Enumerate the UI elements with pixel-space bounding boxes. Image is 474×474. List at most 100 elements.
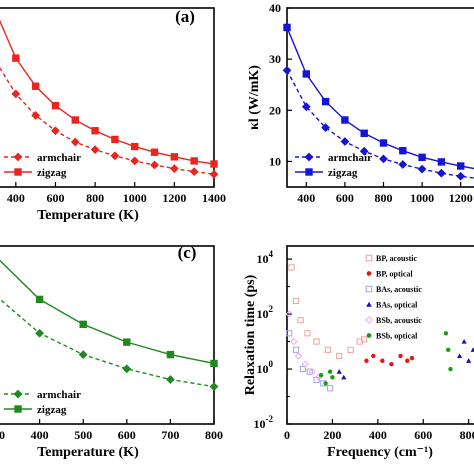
legend-marker	[14, 168, 22, 176]
data-point-zigzag	[321, 97, 330, 106]
data-point-BP-optical	[409, 355, 415, 361]
data-point-armchair	[209, 169, 219, 179]
data-point-zigzag	[190, 157, 198, 165]
x-tick-label: 800	[86, 191, 104, 205]
data-point-BP-acoustic	[361, 336, 368, 343]
legend-label: armchair	[328, 152, 372, 164]
data-point-BAs-acoustic	[327, 385, 334, 392]
legend-marker	[13, 152, 23, 162]
data-point-armchair	[78, 350, 88, 359]
data-point-armchair	[150, 160, 159, 170]
data-point-BP-optical	[398, 353, 403, 359]
data-point-BP-acoustic	[313, 338, 320, 345]
data-point-zigzag	[166, 350, 175, 359]
panel-label: (c)	[178, 243, 197, 262]
y-axis-label: Relaxation time (ps)	[243, 274, 258, 395]
legend-marker	[365, 316, 373, 324]
legend: armchair zigzag	[4, 389, 81, 416]
data-point-armchair	[321, 123, 330, 133]
y-tick-base: 10	[257, 252, 269, 266]
data-point-armchair	[122, 364, 132, 374]
data-point-armchair	[282, 66, 292, 75]
data-point-zigzag	[111, 135, 119, 144]
data-point-BAs-optical	[341, 374, 347, 380]
legend-label: BAs, optical	[376, 301, 418, 310]
legend: BP, acoustic BP, optical BAs, acoustic BAs,…	[365, 254, 422, 341]
data-point-armchair	[11, 89, 21, 99]
data-point-BSb-optical	[448, 366, 453, 372]
data-point-zigzag	[379, 139, 388, 147]
data-point-zigzag	[418, 153, 426, 162]
data-point-zigzag	[210, 359, 218, 368]
legend-marker	[365, 254, 373, 262]
data-point-zigzag	[457, 162, 465, 170]
data-point-BAs-acoustic	[299, 365, 306, 373]
legend: armchair zigzag	[295, 152, 372, 179]
data-point-BAs-acoustic	[306, 368, 313, 375]
data-point-armchair	[110, 151, 120, 161]
x-tick-label: 500	[74, 428, 92, 442]
legend-marker	[305, 168, 313, 176]
data-point-armchair	[359, 146, 369, 156]
data-point-BP-optical	[371, 353, 376, 359]
x-tick-label: 1000	[123, 191, 147, 205]
data-point-armchair	[169, 164, 179, 173]
x-tick-label: 800	[205, 428, 223, 442]
legend-marker	[365, 285, 373, 293]
x-tick-label: 600	[46, 191, 64, 205]
y-tick-label: 104	[257, 249, 274, 266]
y-tick-label: 102	[257, 304, 274, 321]
panel-label: (a)	[175, 7, 195, 26]
data-point-BP-acoustic	[347, 346, 354, 353]
legend-label: BSb, optical	[376, 332, 418, 341]
data-point-armchair	[417, 164, 427, 174]
data-point-BSb-acoustic	[290, 337, 298, 346]
data-point-zigzag	[51, 101, 60, 110]
data-point-armchair	[437, 168, 446, 178]
x-tick-label: 1000	[410, 191, 434, 205]
legend-marker	[304, 152, 314, 162]
x-tick-label: 400	[7, 191, 25, 205]
y-tick-label: 40	[269, 1, 281, 15]
y-tick-exponent: -2	[266, 414, 274, 424]
data-point-armchair	[340, 137, 350, 146]
x-tick-label: 700	[161, 428, 179, 442]
data-point-BAs-optical	[470, 347, 474, 352]
data-point-BAs-optical	[336, 369, 342, 374]
data-point-zigzag	[79, 320, 87, 329]
data-point-zigzag	[31, 82, 40, 90]
plot-frame	[0, 7, 215, 188]
y-tick-label: 10	[269, 154, 281, 168]
x-tick-label: 800	[460, 428, 474, 442]
data-point-zigzag	[210, 160, 218, 168]
data-point-armchair	[51, 126, 60, 136]
data-point-BSb-optical	[446, 347, 451, 353]
panel-2: 300 400 500 600 700 800 Temperature (K) (c) armc…	[0, 243, 223, 460]
x-tick-label: 1400	[202, 191, 226, 205]
legend-marker	[14, 405, 22, 413]
data-point-zigzag	[150, 148, 159, 156]
y-axis-label: κl (W/mK)	[247, 65, 262, 130]
data-point-BP-acoustic	[304, 330, 311, 337]
y-tick-exponent: 0	[269, 359, 274, 369]
legend-marker	[366, 333, 372, 338]
data-point-BSb-acoustic	[301, 360, 309, 368]
data-point-armchair	[189, 167, 199, 177]
series-line-armchair	[0, 66, 215, 175]
legend-label: BAs, acoustic	[376, 285, 422, 294]
data-point-BSb-optical	[327, 369, 333, 374]
x-axis-label: Frequency (cm⁻¹)	[327, 445, 433, 460]
x-tick-label: 400	[297, 191, 315, 205]
data-point-zigzag	[360, 129, 368, 138]
data-point-BSb-acoustic	[294, 352, 303, 360]
data-point-BAs-acoustic	[286, 330, 293, 337]
legend-label: BP, acoustic	[376, 254, 417, 263]
data-point-BSb-optical	[330, 375, 335, 380]
legend-label: BP, optical	[376, 270, 413, 279]
legend-label: BSb, acoustic	[376, 316, 422, 325]
data-point-zigzag	[131, 142, 139, 151]
data-point-zigzag	[437, 158, 446, 166]
legend-marker	[366, 301, 372, 307]
x-tick-label: 400	[369, 428, 387, 442]
